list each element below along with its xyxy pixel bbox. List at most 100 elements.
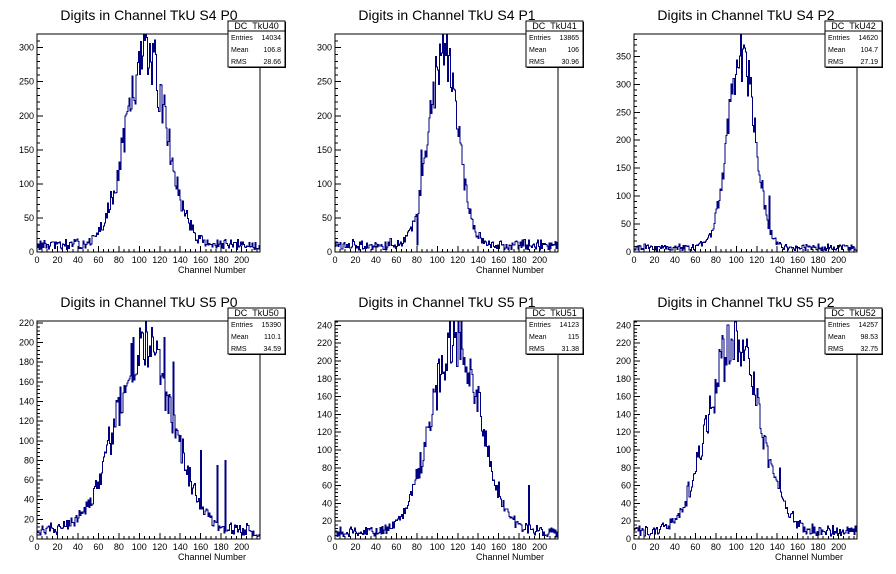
histogram-svg: Digits in Channel TkU S5 P1 0 20 40 60 80 100 1…: [317, 294, 584, 562]
y-tick-label: 80: [322, 463, 332, 473]
stats-key: Mean: [231, 334, 249, 341]
x-tick-label: 100: [132, 255, 147, 265]
x-tick-label: 40: [73, 542, 83, 552]
stats-value: 14257: [859, 322, 879, 329]
x-tick-label: 120: [749, 255, 764, 265]
stats-key: RMS: [529, 346, 545, 353]
y-tick-label: 180: [616, 374, 631, 384]
x-tick-label: 80: [114, 255, 124, 265]
x-tick-label: 40: [371, 255, 381, 265]
stats-value: 14123: [560, 322, 580, 329]
stats-value: 14620: [859, 35, 879, 42]
histogram-line: [633, 320, 858, 539]
histogram-pad-4: Digits in Channel TkU S5 P1 0 20 40 60 80 100 1…: [298, 287, 596, 574]
x-tick-label: 80: [711, 542, 721, 552]
stats-value: 13865: [560, 35, 580, 42]
x-tick-label: 200: [234, 255, 249, 265]
y-tick-label: 150: [19, 145, 34, 155]
histogram-line: [633, 33, 858, 252]
y-tick-label: 0: [327, 534, 332, 544]
stats-key: RMS: [231, 59, 247, 66]
x-tick-label: 180: [512, 542, 527, 552]
stats-name: DC_TkU40: [234, 21, 279, 31]
x-tick-label: 140: [770, 255, 785, 265]
x-tick-label: 180: [214, 542, 229, 552]
histogram-svg: Digits in Channel TkU S4 P0 0 20 40 60 80 100 1…: [19, 7, 286, 275]
y-tick-label: 350: [616, 51, 631, 61]
x-tick-label: 40: [371, 542, 381, 552]
x-tick-label: 180: [214, 255, 229, 265]
stats-value: 34.59: [263, 346, 281, 353]
y-tick-label: 150: [317, 145, 332, 155]
stats-value: 106: [567, 47, 579, 54]
x-tick-label: 120: [450, 542, 465, 552]
y-tick-label: 200: [19, 338, 34, 348]
x-tick-label: 20: [350, 255, 360, 265]
x-tick-label: 40: [670, 255, 680, 265]
x-tick-label: 0: [34, 255, 39, 265]
x-tick-label: 80: [114, 542, 124, 552]
x-tick-label: 20: [649, 255, 659, 265]
x-tick-label: 180: [811, 542, 826, 552]
histogram-pad-5: Digits in Channel TkU S5 P2 0 20 40 60 80 100 1…: [597, 287, 895, 574]
x-axis-label: Channel Number: [775, 265, 843, 275]
y-tick-label: 60: [621, 481, 631, 491]
y-tick-label: 100: [317, 445, 332, 455]
x-tick-label: 60: [93, 255, 103, 265]
x-tick-label: 160: [790, 542, 805, 552]
plot-frame: [633, 320, 858, 540]
x-tick-label: 140: [471, 255, 486, 265]
y-tick-label: 20: [621, 516, 631, 526]
stats-key: Mean: [828, 47, 846, 54]
y-tick-label: 240: [616, 320, 631, 330]
x-tick-label: 160: [193, 255, 208, 265]
y-tick-label: 200: [317, 356, 332, 366]
y-tick-label: 140: [317, 409, 332, 419]
x-tick-label: 200: [532, 255, 547, 265]
stats-value: 15390: [262, 322, 282, 329]
x-tick-label: 0: [631, 255, 636, 265]
y-tick-label: 100: [19, 179, 34, 189]
y-tick-label: 300: [616, 79, 631, 89]
chart-title: Digits in Channel TkU S4 P2: [657, 7, 834, 23]
y-tick-label: 120: [317, 427, 332, 437]
histogram-pad-0: Digits in Channel TkU S4 P0 0 20 40 60 80 100 1…: [0, 0, 298, 287]
stats-key: RMS: [828, 59, 844, 66]
histogram-pad-3: Digits in Channel TkU S5 P0 0 20 40 60 80 100 1…: [0, 287, 298, 574]
stats-name: DC_TkU51: [532, 308, 577, 318]
x-tick-label: 0: [631, 542, 636, 552]
plot-frame: [334, 33, 559, 253]
x-tick-label: 60: [690, 542, 700, 552]
y-tick-label: 240: [317, 320, 332, 330]
y-tick-label: 160: [19, 377, 34, 387]
stats-key: Entries: [828, 35, 850, 42]
y-tick-label: 200: [19, 111, 34, 121]
stats-value: 30.96: [561, 59, 579, 66]
stats-name: DC_TkU41: [532, 21, 577, 31]
plot-frame: [633, 33, 858, 253]
y-tick-label: 100: [317, 179, 332, 189]
stats-box: DC_TkU51 Entries 14123 Mean 115 RMS 31.38: [525, 307, 584, 355]
x-tick-label: 0: [332, 542, 337, 552]
y-tick-label: 50: [322, 213, 332, 223]
stats-key: Entries: [529, 322, 551, 329]
y-tick-label: 80: [621, 463, 631, 473]
x-axis-label: Channel Number: [775, 552, 843, 562]
y-tick-label: 100: [19, 436, 34, 446]
x-tick-label: 140: [471, 542, 486, 552]
y-tick-label: 40: [322, 498, 332, 508]
y-tick-label: 200: [616, 356, 631, 366]
histogram-line: [334, 33, 559, 252]
stats-key: RMS: [529, 59, 545, 66]
y-tick-label: 60: [24, 475, 34, 485]
chart-title: Digits in Channel TkU S4 P0: [60, 7, 237, 23]
y-tick-label: 180: [317, 374, 332, 384]
x-tick-label: 180: [512, 255, 527, 265]
x-tick-label: 80: [711, 255, 721, 265]
y-tick-label: 250: [317, 77, 332, 87]
x-tick-label: 160: [491, 542, 506, 552]
x-tick-label: 100: [729, 542, 744, 552]
y-tick-label: 0: [29, 247, 34, 257]
stats-key: Entries: [529, 35, 551, 42]
